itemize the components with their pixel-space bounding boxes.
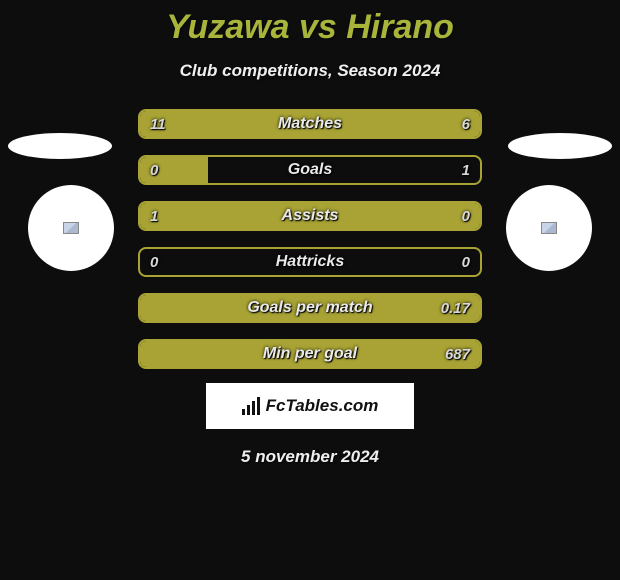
stat-label: Goals <box>140 157 480 183</box>
page-title: Yuzawa vs Hirano <box>0 0 620 47</box>
player-right-avatar <box>506 185 592 271</box>
stat-row: Goals0 1 <box>138 155 482 185</box>
stat-row: Matches11 6 <box>138 109 482 139</box>
comparison-panel: Matches116Goals01Assists10Hattricks00Goa… <box>0 109 620 467</box>
player-right-banner <box>508 133 612 159</box>
stat-value-right: 0 <box>462 203 470 229</box>
bar-chart-icon <box>242 397 260 415</box>
brand-badge: FcTables.com <box>206 383 414 429</box>
stat-label: Assists <box>140 203 480 229</box>
stats-list: Matches116Goals01Assists10Hattricks00Goa… <box>138 109 482 369</box>
player-left-banner <box>8 133 112 159</box>
stat-value-left: 11 <box>150 111 166 137</box>
date-label: 5 november 2024 <box>0 447 620 467</box>
brand-label: FcTables.com <box>266 396 379 416</box>
stat-label: Goals per match <box>140 295 480 321</box>
player-left-avatar <box>28 185 114 271</box>
stat-row: Hattricks0 0 <box>138 247 482 277</box>
stat-value-left: 1 <box>150 203 158 229</box>
stat-label: Matches <box>140 111 480 137</box>
stat-value-left: 0 <box>150 157 158 183</box>
stat-value-right: 6 <box>462 111 470 137</box>
stat-value-right: 1 <box>462 157 470 183</box>
image-placeholder-icon <box>63 222 79 234</box>
stat-value-left: 0 <box>150 249 158 275</box>
stat-row: Assists1 0 <box>138 201 482 231</box>
stat-row: Goals per match0.17 <box>138 293 482 323</box>
stat-value-right: 0.17 <box>441 295 470 321</box>
stat-row: Min per goal687 <box>138 339 482 369</box>
stat-value-right: 687 <box>445 341 470 367</box>
page-subtitle: Club competitions, Season 2024 <box>0 61 620 81</box>
stat-label: Min per goal <box>140 341 480 367</box>
stat-label: Hattricks <box>140 249 480 275</box>
stat-value-right: 0 <box>462 249 470 275</box>
image-placeholder-icon <box>541 222 557 234</box>
